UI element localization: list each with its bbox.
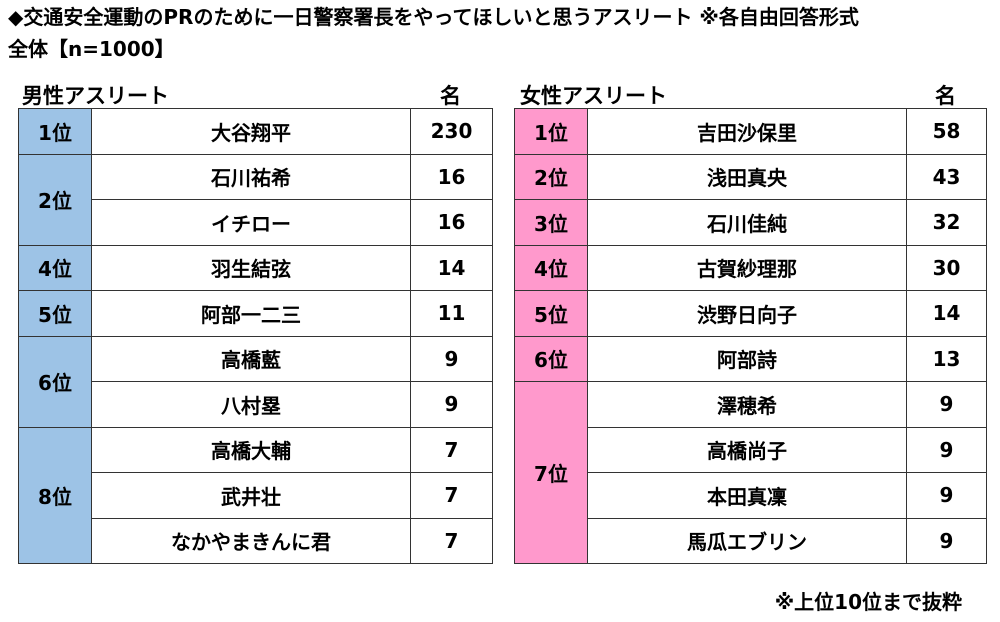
count-cell: 9 [906, 517, 987, 564]
table-row: 2位 浅田真央 43 [514, 153, 987, 200]
rank-cell: 8位 [18, 426, 92, 564]
rank-cell: 4位 [18, 244, 92, 291]
athlete-name-cell: イチロー [91, 199, 411, 246]
rank-cell: 6位 [18, 335, 92, 428]
table-row: 6位 高橋藍 9 [18, 335, 493, 428]
table-row: 8位 高橋大輔 7 [18, 426, 493, 564]
rank-cell: 7位 [514, 381, 588, 564]
athlete-name-cell: 本田真凜 [587, 472, 907, 519]
count-cell: 9 [410, 335, 493, 382]
count-cell: 13 [906, 335, 987, 382]
survey-title: ◆交通安全運動のPRのために一日警察署長をやってほしいと思うアスリート ※各自由… [8, 5, 859, 29]
athlete-name-cell: 八村塁 [91, 381, 411, 428]
count-cell: 9 [410, 381, 493, 428]
athlete-name-cell: 石川佳純 [587, 199, 907, 246]
table-row: 4位 古賀紗理那 30 [514, 244, 987, 291]
table-row: 2位 石川祐希 16 [18, 153, 493, 246]
athlete-name-cell: 石川祐希 [91, 153, 411, 200]
count-cell: 14 [410, 244, 493, 291]
count-cell: 11 [410, 290, 493, 337]
count-cell: 16 [410, 153, 493, 200]
rank-cell: 5位 [514, 290, 588, 337]
footnote: ※上位10位まで抜粋 [774, 590, 962, 614]
count-cell: 30 [906, 244, 987, 291]
count-cell: 58 [906, 108, 987, 155]
table-row: 高橋尚子 9 [515, 426, 987, 473]
male-unit-label: 名 [440, 84, 461, 108]
sample-size: 全体【n=1000】 [8, 37, 175, 61]
athlete-name-cell: 阿部一二三 [91, 290, 411, 337]
rank-cell: 2位 [514, 153, 588, 200]
rank-cell: 6位 [514, 335, 588, 382]
table-row: 1位 吉田沙保里 58 [514, 108, 987, 155]
male-section-label: 男性アスリート [22, 84, 169, 108]
count-cell: 230 [410, 108, 493, 155]
count-cell: 7 [410, 426, 493, 473]
table-row: 3位 石川佳純 32 [514, 199, 987, 246]
count-cell: 32 [906, 199, 987, 246]
athlete-name-cell: 高橋藍 [91, 335, 411, 382]
table-row: 6位 阿部詩 13 [514, 335, 987, 382]
athlete-name-cell: 高橋大輔 [91, 426, 411, 473]
table-row: 7位 澤穂希 9 [514, 381, 987, 564]
athlete-name-cell: 馬瓜エブリン [587, 517, 907, 564]
rank-cell: 2位 [18, 153, 92, 246]
table-row: 1位 大谷翔平 230 [18, 108, 493, 155]
athlete-name-cell: 武井壮 [91, 472, 411, 519]
count-cell: 14 [906, 290, 987, 337]
female-ranking-table: 1位 吉田沙保里 58 2位 浅田真央 43 3位 石川佳純 32 4位 古賀紗理那 30 5位 渋野日向… [514, 108, 987, 564]
count-cell: 7 [410, 517, 493, 564]
rank-cell: 4位 [514, 244, 588, 291]
athlete-name-cell: 高橋尚子 [587, 426, 907, 473]
count-cell: 9 [906, 472, 987, 519]
table-row: 4位 羽生結弦 14 [18, 244, 493, 291]
rank-cell: 5位 [18, 290, 92, 337]
rank-cell: 3位 [514, 199, 588, 246]
female-section-label: 女性アスリート [520, 84, 667, 108]
table-row: 本田真凜 9 [515, 472, 987, 519]
male-ranking-table: 1位 大谷翔平 230 2位 石川祐希 16 イチロー 16 4位 羽生結弦 14 5位 阿部一二三 11… [18, 108, 493, 564]
athlete-name-cell: 吉田沙保里 [587, 108, 907, 155]
athlete-name-cell: 阿部詩 [587, 335, 907, 382]
count-cell: 16 [410, 199, 493, 246]
rank-cell: 1位 [514, 108, 588, 155]
table-row: 5位 渋野日向子 14 [514, 290, 987, 337]
count-cell: 43 [906, 153, 987, 200]
table-row: なかやまきんに君 7 [19, 517, 493, 564]
count-cell: 9 [906, 426, 987, 473]
athlete-name-cell: 古賀紗理那 [587, 244, 907, 291]
athlete-name-cell: 浅田真央 [587, 153, 907, 200]
table-row: 5位 阿部一二三 11 [18, 290, 493, 337]
athlete-name-cell: 澤穂希 [587, 381, 907, 428]
count-cell: 9 [906, 381, 987, 428]
athlete-name-cell: なかやまきんに君 [91, 517, 411, 564]
athlete-name-cell: 大谷翔平 [91, 108, 411, 155]
table-row: 馬瓜エブリン 9 [515, 517, 987, 564]
table-row: イチロー 16 [19, 199, 493, 246]
rank-cell: 1位 [18, 108, 92, 155]
athlete-name-cell: 渋野日向子 [587, 290, 907, 337]
female-unit-label: 名 [935, 84, 956, 108]
count-cell: 7 [410, 472, 493, 519]
athlete-name-cell: 羽生結弦 [91, 244, 411, 291]
